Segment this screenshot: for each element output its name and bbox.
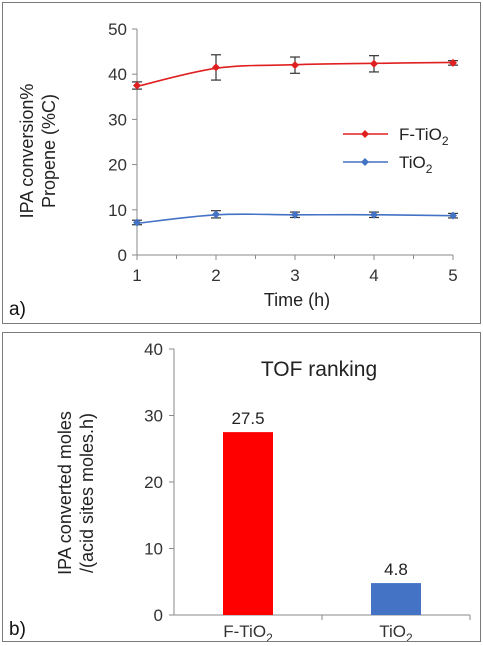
- x-tick-label: 5: [448, 266, 457, 285]
- data-point: [449, 58, 457, 67]
- conversion-line-chart: a) IPA conversion% Propene (%C) Time (h)…: [9, 20, 458, 320]
- x-tick-label: 2: [211, 266, 220, 285]
- legend-label: F-TiO2: [399, 125, 449, 148]
- panel-b: b) TOF ranking IPA converted moles /(aci…: [2, 332, 481, 645]
- x-category-label: F-TiO2: [223, 622, 273, 641]
- y-tick-label: 40: [144, 340, 163, 359]
- panel-label-a: a): [9, 299, 26, 320]
- x-category-label: TiO2: [379, 622, 413, 641]
- panel-a: a) IPA conversion% Propene (%C) Time (h)…: [2, 2, 481, 324]
- y-axis-title-line-2: Propene (%C): [39, 94, 59, 208]
- y-tick-label: 30: [108, 110, 127, 129]
- data-point: [212, 63, 220, 72]
- legend-label: TiO2: [399, 153, 433, 176]
- y-axis-title-line-1: IPA converted moles: [55, 411, 75, 575]
- x-axis-title: Time (h): [264, 290, 330, 310]
- bar-tio2: [371, 583, 421, 615]
- data-point: [212, 210, 220, 219]
- x-tick-label: 3: [290, 266, 299, 285]
- x-tick-label: 4: [369, 266, 378, 285]
- x-tick-label: 1: [132, 266, 141, 285]
- chart-title: TOF ranking: [261, 358, 377, 381]
- y-tick-label: 0: [154, 606, 163, 625]
- data-point: [291, 210, 299, 219]
- data-point: [133, 81, 141, 90]
- data-point: [370, 59, 378, 68]
- tof-bar-chart: b) TOF ranking IPA converted moles /(aci…: [9, 340, 471, 645]
- y-tick-label: 40: [108, 65, 127, 84]
- y-tick-label: 10: [108, 201, 127, 220]
- y-axis-title-line-2: /(acid sites moles.h): [77, 413, 97, 573]
- panel-label-b: b): [9, 619, 26, 640]
- y-tick-label: 20: [108, 156, 127, 175]
- data-point: [133, 218, 141, 227]
- y-tick-label: 50: [108, 20, 127, 39]
- y-axis-title-line-1: IPA conversion%: [17, 84, 37, 219]
- legend-marker: [361, 158, 369, 166]
- data-point: [291, 61, 299, 70]
- legend-marker: [361, 130, 369, 138]
- data-point: [449, 211, 457, 220]
- y-tick-label: 30: [144, 407, 163, 426]
- y-tick-label: 0: [118, 246, 127, 265]
- bar-value-label: 27.5: [231, 409, 264, 428]
- bar-value-label: 4.8: [384, 560, 408, 579]
- bar-f-tio2: [223, 432, 273, 615]
- y-tick-label: 10: [144, 540, 163, 559]
- y-tick-label: 20: [144, 473, 163, 492]
- data-point: [370, 210, 378, 219]
